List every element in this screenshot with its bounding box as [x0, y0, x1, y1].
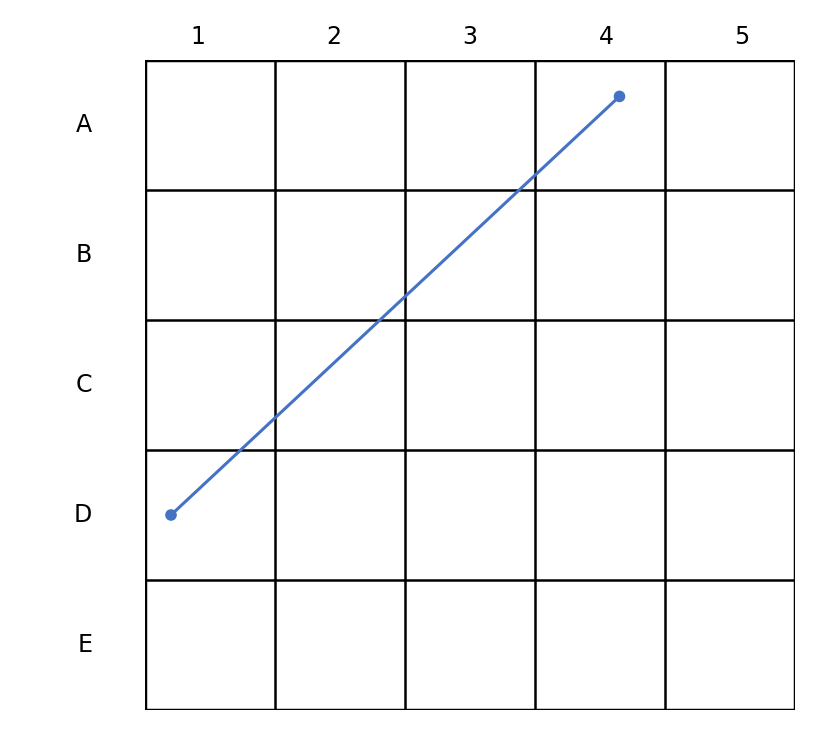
Text: C: C — [76, 373, 92, 397]
Text: E: E — [77, 633, 92, 657]
Text: 2: 2 — [327, 25, 342, 49]
Text: 4: 4 — [598, 25, 613, 49]
Text: B: B — [76, 243, 92, 267]
Text: 3: 3 — [463, 25, 477, 49]
Point — [613, 91, 627, 103]
Text: A: A — [76, 113, 92, 137]
Text: D: D — [74, 503, 92, 527]
Text: 1: 1 — [191, 25, 206, 49]
Point — [165, 509, 178, 521]
Text: 5: 5 — [734, 25, 749, 49]
